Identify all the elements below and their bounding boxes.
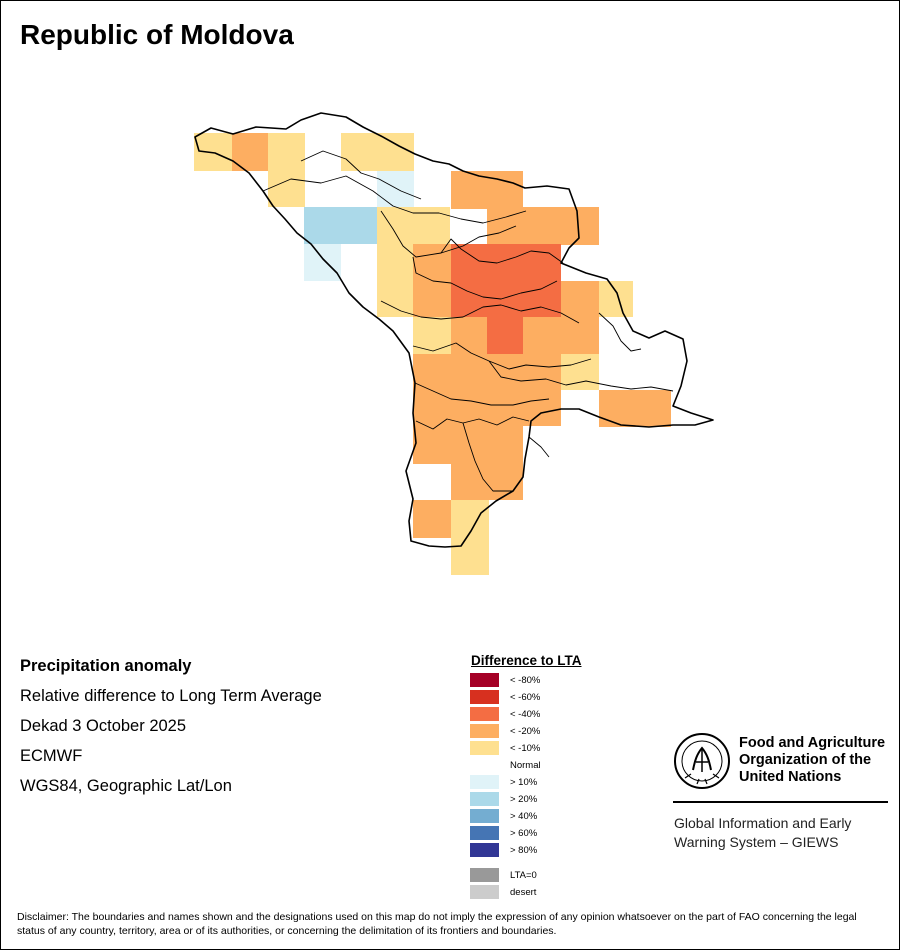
legend-label: > 40% (510, 811, 538, 822)
district-boundary (380, 300, 580, 324)
legend-swatch (470, 868, 499, 882)
legend-label: LTA=0 (510, 870, 537, 881)
legend-swatch (470, 826, 499, 840)
legend-swatch (470, 809, 499, 823)
legend-swatch (470, 885, 499, 899)
district-boundary (412, 256, 558, 300)
legend-label: > 10% (510, 777, 538, 788)
giews-label: Global Information and Early Warning Sys… (674, 815, 852, 850)
legend-label: < -10% (510, 743, 541, 754)
district-boundary (462, 422, 513, 492)
legend-swatch (470, 673, 499, 687)
legend-item: > 20% (470, 791, 650, 808)
grid-cell (413, 390, 523, 464)
district-boundary (414, 382, 550, 406)
legend-swatch (470, 724, 499, 738)
grid-cell (523, 390, 561, 426)
grid-cell (268, 133, 305, 171)
grid-cell (451, 538, 489, 575)
legend-item: > 80% (470, 842, 650, 859)
legend-item: > 60% (470, 825, 650, 842)
legend-label: > 20% (510, 794, 538, 805)
grid-cell (451, 464, 523, 500)
legend-item: < -40% (470, 706, 650, 723)
grid-cell (232, 133, 268, 171)
district-boundary (262, 175, 527, 224)
grid-cell (377, 244, 413, 317)
district-boundary (412, 342, 592, 370)
legend-items: < -80% < -60% < -40% < -20% < -10% Normal > 10… (470, 672, 650, 901)
legend-item: desert (470, 884, 650, 901)
anomaly-grid (194, 133, 671, 575)
district-boundary (440, 238, 564, 264)
info-description: Relative difference to Long Term Average (20, 687, 322, 705)
legend-label: < -40% (510, 709, 541, 720)
grid-cell (377, 171, 414, 207)
legend-swatch (470, 792, 499, 806)
grid-cell (304, 207, 377, 244)
legend-item: < -60% (470, 689, 650, 706)
district-boundary (528, 436, 550, 458)
legend-label: > 80% (510, 845, 538, 856)
grid-cell (341, 133, 414, 171)
grid-cell (268, 171, 305, 207)
grid-cell (561, 354, 599, 390)
legend-label: Normal (510, 760, 541, 771)
legend-item: LTA=0 (470, 867, 650, 884)
legend-title: Difference to LTA (471, 653, 582, 668)
legend-item: < -10% (470, 740, 650, 757)
fao-name: Food and Agriculture Organization of the… (739, 735, 886, 785)
legend-label: < -80% (510, 675, 541, 686)
legend-swatch (470, 775, 499, 789)
divider (673, 801, 888, 803)
legend-label: > 60% (510, 828, 538, 839)
grid-cell (304, 244, 341, 281)
district-boundaries (262, 150, 674, 492)
legend-swatch (470, 690, 499, 704)
info-product: Precipitation anomaly (20, 657, 192, 675)
country-boundary (194, 112, 714, 548)
grid-cell (487, 207, 599, 245)
info-source: ECMWF (20, 747, 83, 765)
legend: Difference to LTA < -80% < -60% < -40% < -2… (470, 653, 650, 901)
grid-cell (413, 500, 451, 538)
district-boundary (415, 416, 530, 430)
legend-item: > 10% (470, 774, 650, 791)
district-boundary (300, 150, 422, 200)
grid-cell (413, 354, 561, 391)
grid-cell (451, 317, 487, 354)
legend-swatch (470, 758, 499, 772)
info-projection: WGS84, Geographic Lat/Lon (20, 777, 232, 795)
grid-cell (599, 281, 633, 317)
legend-item: < -20% (470, 723, 650, 740)
grid-cell (487, 317, 523, 354)
info-period: Dekad 3 October 2025 (20, 717, 187, 735)
disclaimer: Disclaimer: The boundaries and names sho… (17, 911, 857, 937)
grid-cell (523, 317, 561, 354)
district-boundary (598, 312, 642, 352)
map-title: Republic of Moldova (20, 19, 294, 50)
fao-logo-icon (674, 733, 730, 789)
legend-swatch (470, 741, 499, 755)
grid-cell (451, 244, 561, 318)
legend-label: < -60% (510, 692, 541, 703)
legend-label: desert (510, 887, 537, 898)
district-boundary (488, 360, 674, 392)
legend-label: < -20% (510, 726, 541, 737)
legend-item: < -80% (470, 672, 650, 689)
legend-swatch (470, 843, 499, 857)
legend-swatch (470, 707, 499, 721)
legend-item: > 40% (470, 808, 650, 825)
grid-cell (413, 317, 451, 354)
grid-cell (561, 281, 599, 354)
legend-item: Normal (470, 757, 650, 774)
